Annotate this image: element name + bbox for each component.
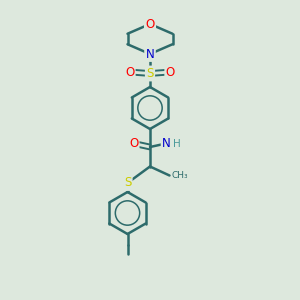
- Text: O: O: [166, 65, 175, 79]
- Text: S: S: [124, 176, 131, 190]
- Text: N: N: [162, 137, 171, 150]
- Text: S: S: [146, 67, 154, 80]
- Text: O: O: [125, 65, 134, 79]
- Text: H: H: [173, 139, 181, 149]
- Text: O: O: [129, 137, 138, 150]
- Text: CH₃: CH₃: [172, 171, 188, 180]
- Text: N: N: [146, 47, 154, 61]
- Text: O: O: [146, 17, 154, 31]
